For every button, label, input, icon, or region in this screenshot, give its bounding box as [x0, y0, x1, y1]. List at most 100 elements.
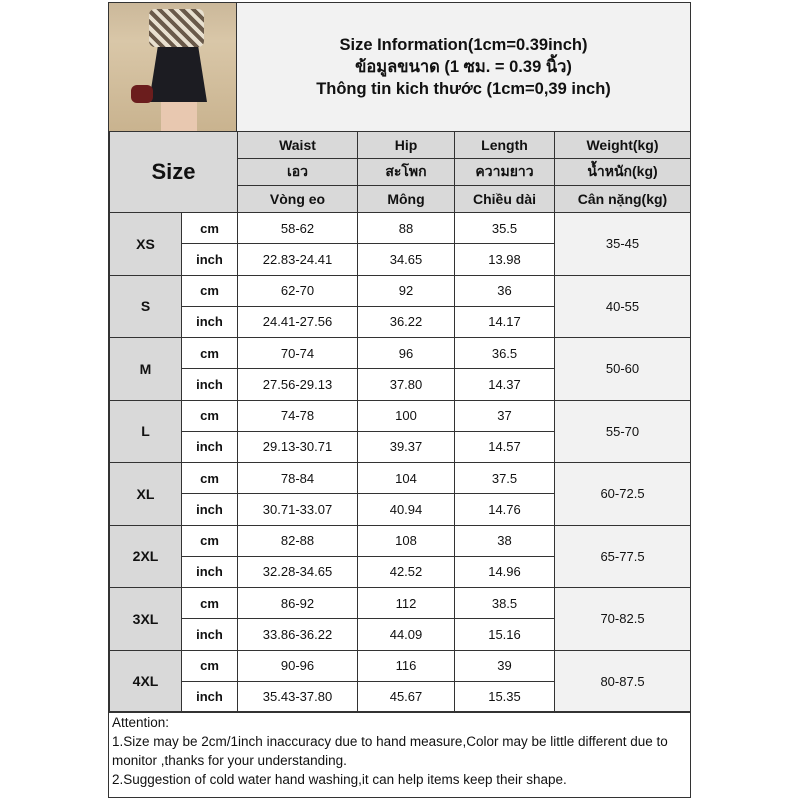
unit-cell: cm [181, 461, 238, 495]
size-cell: L [109, 399, 182, 463]
attention-item: 2.Suggestion of cold water hand washing,… [112, 772, 567, 787]
column-header: Vòng eo [237, 185, 358, 213]
value-cell: 33.86-36.22 [237, 618, 358, 651]
value-cell: 30.71-33.07 [237, 493, 358, 526]
weight-cell: 50-60 [554, 337, 691, 401]
header-row: เอว สะโพก ความยาว น้ำหนัก(kg) [110, 158, 691, 186]
table-row: inch 24.41-27.56 36.22 14.17 [110, 305, 691, 339]
value-cell: 34.65 [357, 243, 455, 276]
unit-cell: cm [181, 586, 238, 620]
chart-header: Size Information(1cm=0.39inch) ข้อมูลขนา… [109, 3, 690, 131]
value-cell: 90-96 [237, 649, 358, 682]
size-cell: XS [109, 212, 182, 276]
column-header: Hip [357, 131, 455, 159]
unit-cell: inch [181, 680, 238, 714]
value-cell: 70-74 [237, 336, 358, 370]
table-row: XL cm 78-84 104 37.5 60-72.5 [109, 461, 691, 526]
column-header: Mông [357, 185, 455, 213]
unit-cell: cm [181, 649, 238, 682]
value-cell: 45.67 [357, 680, 455, 714]
value-cell: 62-70 [237, 274, 358, 307]
unit-cell: inch [181, 430, 238, 464]
size-information-title: Size Information(1cm=0.39inch) ข้อมูลขนา… [237, 3, 690, 131]
table-row: 4XL cm 90-96 116 39 80-87.5 [109, 649, 691, 713]
value-cell: 104 [357, 461, 455, 495]
value-cell: 36.5 [454, 336, 555, 370]
value-cell: 32.28-34.65 [237, 555, 358, 589]
value-cell: 14.37 [454, 368, 555, 401]
value-cell: 88 [357, 211, 455, 245]
value-cell: 44.09 [357, 618, 455, 651]
unit-cell: inch [181, 493, 238, 526]
value-cell: 13.98 [454, 243, 555, 276]
value-cell: 36.22 [357, 305, 455, 339]
value-cell: 108 [357, 524, 455, 557]
value-cell: 14.17 [454, 305, 555, 339]
weight-cell: 60-72.5 [554, 462, 691, 526]
size-chart: Size Information(1cm=0.39inch) ข้อมูลขนา… [108, 2, 691, 798]
value-cell: 37 [454, 399, 555, 432]
value-cell: 58-62 [237, 211, 358, 245]
value-cell: 37.80 [357, 368, 455, 401]
unit-cell: cm [181, 399, 238, 432]
weight-cell: 80-87.5 [554, 649, 691, 713]
size-cell: S [109, 274, 182, 338]
column-header: Length [454, 131, 555, 159]
column-header: Chiều dài [454, 185, 555, 213]
title-english: Size Information(1cm=0.39inch) [339, 36, 588, 54]
size-cell: 3XL [109, 587, 182, 651]
value-cell: 14.76 [454, 493, 555, 526]
value-cell: 92 [357, 274, 455, 307]
weight-cell: 35-45 [554, 212, 691, 276]
size-cell: 2XL [109, 524, 182, 588]
unit-cell: inch [181, 618, 238, 651]
value-cell: 39 [454, 649, 555, 682]
value-cell: 86-92 [237, 586, 358, 620]
unit-cell: inch [181, 305, 238, 339]
value-cell: 22.83-24.41 [237, 243, 358, 276]
attention-heading: Attention: [112, 715, 170, 730]
value-cell: 96 [357, 336, 455, 370]
header-row: Size Waist Hip Length Weight(kg) [109, 131, 691, 213]
value-cell: 15.35 [454, 680, 555, 714]
size-table: Size Waist Hip Length Weight(kg) เอว สะโพก ความ… [109, 131, 691, 714]
value-cell: 27.56-29.13 [237, 368, 358, 401]
value-cell: 40.94 [357, 493, 455, 526]
size-cell: M [109, 337, 182, 401]
column-header: Weight(kg) [554, 131, 691, 159]
attention-notes: Attention: 1.Size may be 2cm/1inch inacc… [109, 711, 690, 797]
table-row: 3XL cm 86-92 112 38.5 70-82.5 [109, 586, 691, 651]
weight-cell: 55-70 [554, 399, 691, 463]
value-cell: 38 [454, 524, 555, 557]
value-cell: 116 [357, 649, 455, 682]
size-cell: 4XL [109, 649, 182, 713]
value-cell: 35.5 [454, 211, 555, 245]
unit-cell: cm [181, 336, 238, 370]
title-vietnamese: Thông tin kich thước (1cm=0,39 inch) [316, 80, 611, 98]
unit-cell: inch [181, 243, 238, 276]
weight-cell: 70-82.5 [554, 587, 691, 651]
table-row: XS cm 58-62 88 35.5 35-45 [109, 211, 691, 276]
product-photo [109, 3, 237, 131]
attention-item: 1.Size may be 2cm/1inch inaccuracy due t… [112, 734, 668, 768]
size-cell: XL [109, 462, 182, 526]
column-header: สะโพก [357, 158, 455, 186]
table-row: inch 22.83-24.41 34.65 13.98 [110, 243, 691, 276]
weight-cell: 40-55 [554, 274, 691, 338]
header-row: Vòng eo Mông Chiều dài Cân nặng(kg) [110, 185, 691, 213]
table-row: inch 29.13-30.71 39.37 14.57 [110, 430, 691, 464]
value-cell: 24.41-27.56 [237, 305, 358, 339]
unit-cell: cm [181, 211, 238, 245]
table-row: 2XL cm 82-88 108 38 65-77.5 [109, 524, 691, 588]
value-cell: 112 [357, 586, 455, 620]
weight-cell: 65-77.5 [554, 524, 691, 588]
value-cell: 100 [357, 399, 455, 432]
unit-cell: inch [181, 368, 238, 401]
table-row: inch 27.56-29.13 37.80 14.37 [110, 368, 691, 401]
size-header: Size [109, 131, 238, 213]
value-cell: 38.5 [454, 586, 555, 620]
column-header: Waist [237, 131, 358, 159]
column-header: ความยาว [454, 158, 555, 186]
